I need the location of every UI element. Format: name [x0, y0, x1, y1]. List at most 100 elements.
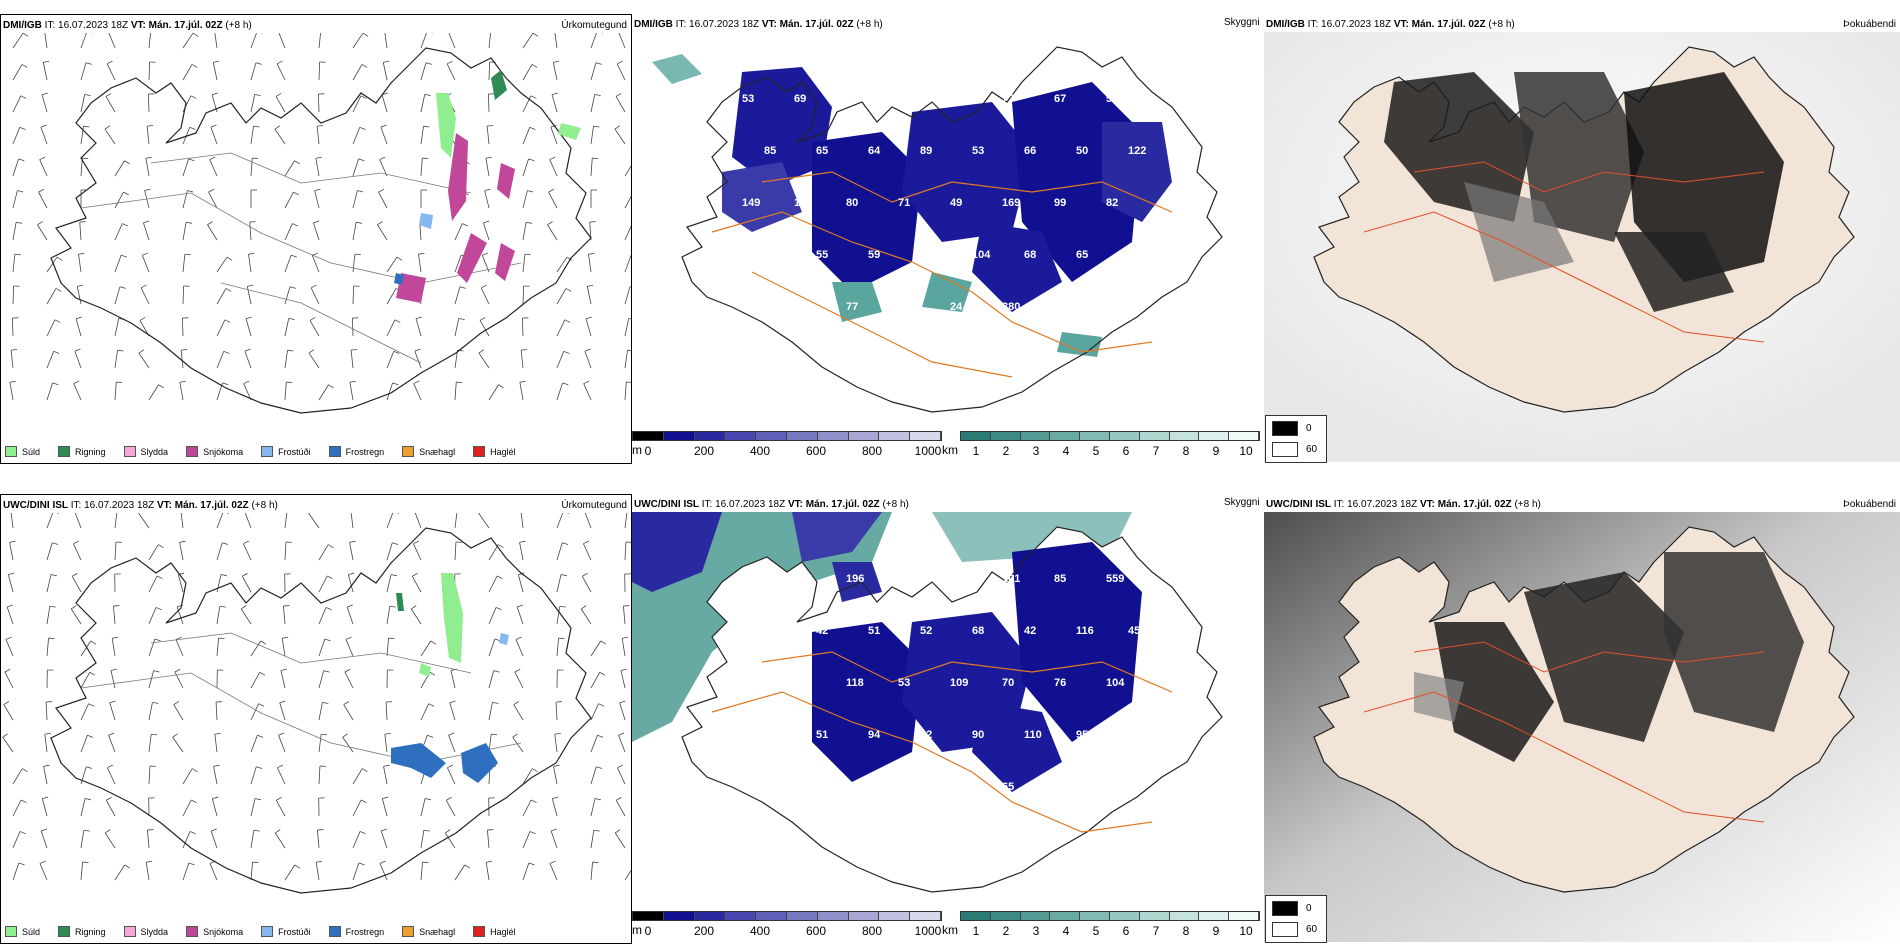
wind-barb [522, 64, 533, 81]
colorbar-cell [1229, 432, 1259, 440]
colorbar-tick-label: 6 [1122, 924, 1130, 938]
wind-barb [12, 285, 15, 305]
wind-barb-flag [5, 636, 12, 640]
wind-barb [624, 513, 628, 529]
wind-barb [216, 256, 228, 273]
wind-barb [522, 33, 534, 49]
wind-barb [550, 830, 558, 849]
wind-barb [515, 639, 524, 657]
wind-barb [12, 222, 17, 241]
wind-barb-flag [143, 220, 150, 224]
wind-barb [590, 862, 593, 881]
wind-barb [276, 63, 286, 81]
wind-barb-flag [491, 733, 498, 736]
visibility-value-label: 68 [1024, 249, 1036, 261]
wind-barb-flag [514, 668, 521, 673]
wind-barb [318, 702, 323, 721]
wind-barb-flag [321, 733, 328, 736]
wind-barb-flag [617, 764, 623, 769]
legend-item-frostudi: Frostúði [261, 926, 311, 937]
wind-barb [486, 126, 490, 145]
colorbar-tick-label: 5 [1092, 924, 1100, 938]
wind-barb [250, 798, 256, 817]
colorbar-cell [663, 912, 695, 920]
wind-barb-flag [343, 701, 350, 705]
wind-barb [108, 735, 116, 753]
wind-barb [281, 638, 286, 657]
wind-barb-flag [213, 764, 220, 767]
wind-barb [450, 670, 456, 689]
wind-barb-flag [328, 384, 334, 389]
wind-barb-flag [392, 382, 399, 386]
wind-barb [553, 766, 558, 785]
wind-barb-flag [423, 829, 430, 832]
wind-barb [44, 33, 48, 49]
wind-barb [318, 734, 322, 753]
colorbar-cell [633, 432, 664, 440]
wind-barb-flag [211, 92, 218, 96]
wind-barb-flag [519, 380, 526, 383]
wind-barb-flag [478, 349, 485, 354]
wind-barb [46, 351, 55, 369]
wind-barb-flag [317, 125, 324, 127]
colorbar-cell [694, 912, 726, 920]
wind-barb-flag [274, 829, 281, 834]
visibility-value-label: 130 [794, 197, 812, 209]
wind-barb [111, 638, 116, 657]
wind-barb [583, 543, 592, 561]
legend-swatch [58, 446, 71, 457]
visibility-value-label: 67 [1054, 93, 1066, 105]
wind-barb [420, 703, 429, 721]
wind-barb-flag [379, 156, 386, 160]
wind-barb-flag [123, 191, 129, 196]
wind-barb-flag [8, 572, 15, 575]
wind-barb-flag [492, 701, 499, 704]
colorbar-tick-label: 10 [1239, 444, 1253, 458]
wind-barb [2, 737, 14, 753]
visibility-value-label: 628 [764, 625, 782, 637]
wind-barb-flag [283, 605, 290, 607]
wind-barb [516, 606, 524, 625]
wind-barb [241, 576, 252, 593]
wind-barb-flag [83, 829, 90, 832]
wind-barb [4, 671, 14, 689]
wind-barb [78, 254, 82, 273]
wind-barb-flag [616, 796, 622, 801]
wind-barb [590, 126, 594, 145]
visibility-value-label: 193 [794, 573, 812, 585]
wind-barb [216, 513, 224, 529]
wind-barb [352, 33, 364, 49]
wind-barb-flag [362, 768, 368, 773]
wind-barb [344, 671, 354, 689]
wind-barb [182, 862, 190, 881]
wind-barb-flag [113, 605, 120, 607]
wind-barb-flag [550, 124, 557, 128]
wind-barb-flag [598, 703, 605, 707]
wind-barb [214, 734, 218, 753]
legend-swatch [123, 446, 136, 457]
wind-barb [107, 767, 116, 785]
wind-barb-flag [388, 637, 395, 639]
legend-swatch [1272, 421, 1298, 436]
wind-barb-flag [210, 124, 217, 128]
colorbar-unit: km [942, 443, 958, 457]
wind-barb-flag [553, 764, 560, 767]
wind-barb [624, 254, 631, 273]
wind-barb-flag [427, 734, 434, 738]
colorbar-cell [1139, 912, 1170, 920]
wind-barb [483, 222, 490, 241]
visibility-value-label: 85 [1054, 573, 1066, 585]
legend-swatch [402, 926, 415, 937]
wind-barb-flag [224, 319, 231, 323]
wind-barb [318, 670, 325, 689]
colorbar-tick-label: 800 [861, 444, 883, 458]
wind-barb-flag [37, 221, 43, 226]
wind-barb-flag [423, 125, 430, 128]
wind-barb-flag [105, 93, 112, 97]
wind-barb [284, 254, 292, 273]
wind-barb-flag [138, 349, 145, 354]
wind-barb [583, 383, 592, 401]
wind-barb-flag [347, 604, 353, 608]
wind-barb-flag [48, 637, 55, 639]
wind-barb-flag [121, 254, 127, 258]
